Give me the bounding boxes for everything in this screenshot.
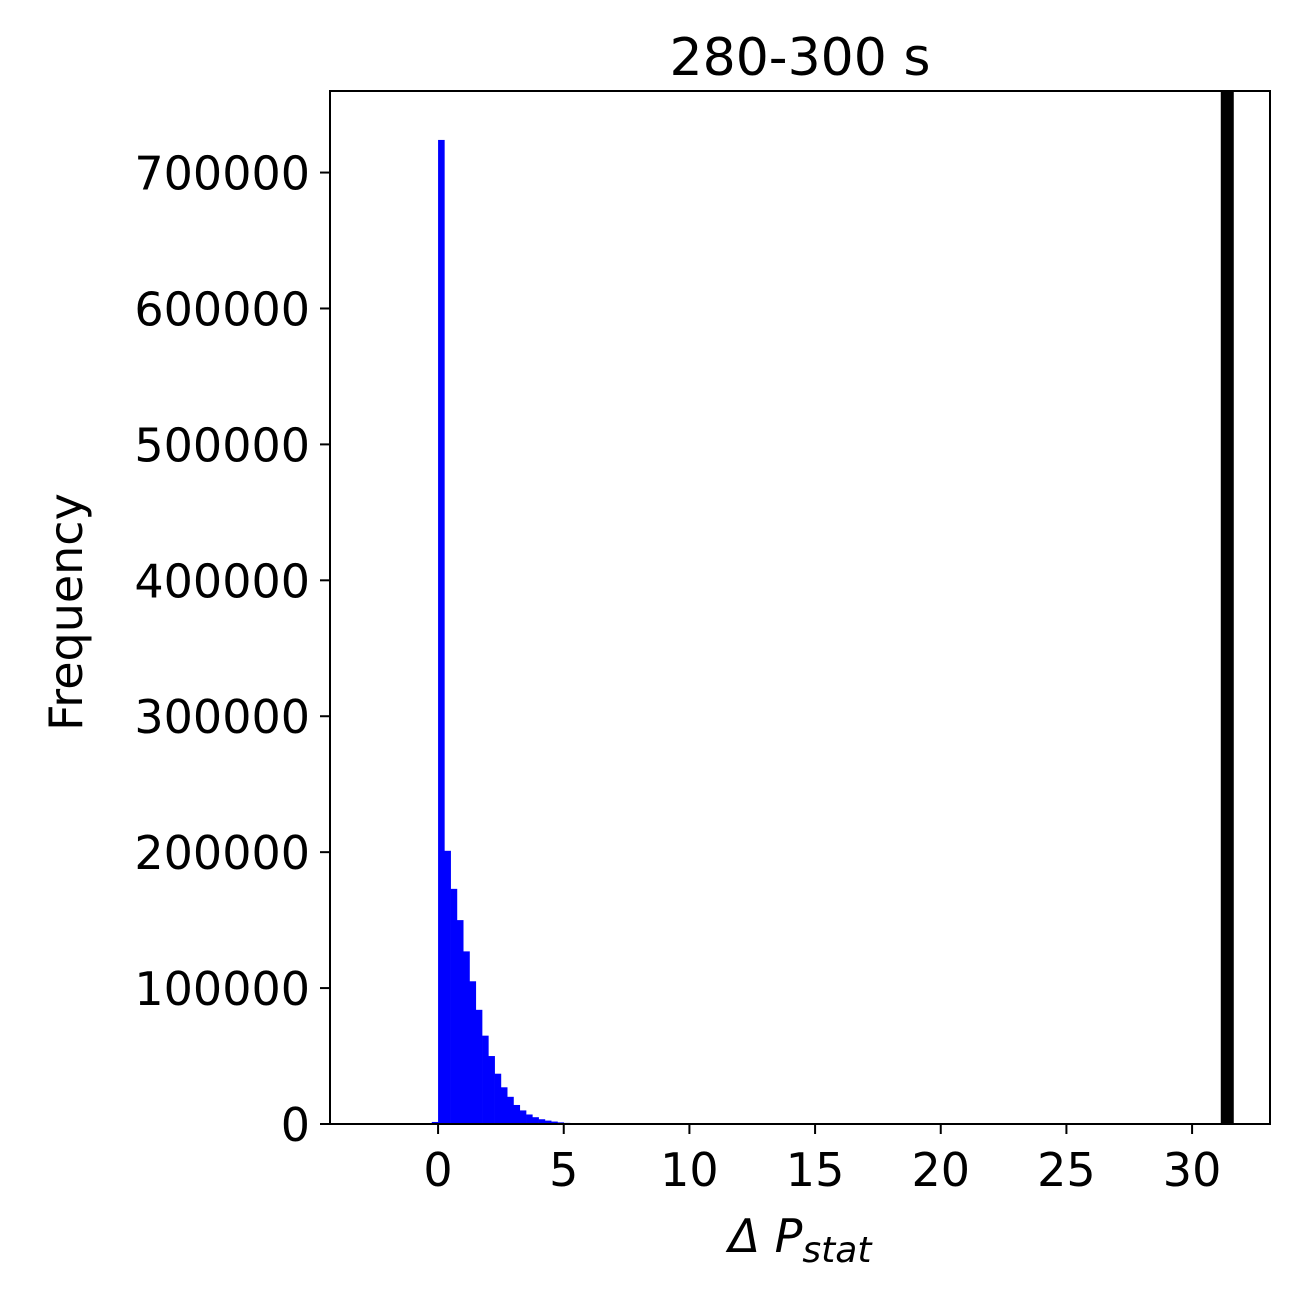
y-tick-label: 600000: [134, 282, 310, 336]
x-axis-label: Δ Pstat: [726, 1209, 874, 1271]
y-axis-label: Frequency: [39, 493, 93, 731]
histogram-bar: [519, 1110, 527, 1124]
histogram-bar: [544, 1120, 552, 1124]
histogram-bar: [494, 1073, 502, 1124]
y-tick-label: 500000: [134, 418, 310, 472]
y-tick-label: 700000: [134, 147, 310, 201]
histogram-bar: [551, 1121, 558, 1124]
histogram-bar: [450, 888, 458, 1124]
x-tick-label: 5: [549, 1143, 578, 1197]
y-tick-label: 300000: [134, 690, 310, 744]
x-tick-label: 25: [1037, 1143, 1096, 1197]
x-axis-label-main: Δ P: [726, 1209, 803, 1263]
y-axis-ticks: 0 100000 200000 300000 400000 500000 600000 700…: [134, 147, 330, 1152]
y-tick-label: 100000: [134, 962, 310, 1016]
histogram-bar: [500, 1087, 508, 1124]
histogram-bar: [532, 1117, 539, 1124]
x-tick-label: 10: [660, 1143, 719, 1197]
histogram-bar: [507, 1096, 514, 1124]
x-axis-ticks: 0 5 10 15 20 25 30: [423, 1124, 1221, 1197]
x-tick-label: 0: [423, 1143, 452, 1197]
histogram-bar: [444, 850, 451, 1124]
histogram-bar: [475, 1009, 483, 1124]
histogram-bar: [526, 1114, 533, 1124]
histogram-bar: [463, 951, 470, 1124]
histogram-bar: [438, 139, 445, 1124]
x-tick-label: 15: [786, 1143, 845, 1197]
histogram-bar: [488, 1056, 495, 1124]
y-tick-label: 400000: [134, 554, 310, 608]
histogram-bar: [456, 920, 464, 1124]
histogram-bar: [482, 1035, 489, 1124]
histogram-bar: [431, 1121, 439, 1124]
y-tick-label: 200000: [134, 826, 310, 880]
y-tick-label: 0: [281, 1098, 310, 1152]
histogram-bars: [431, 139, 577, 1124]
x-axis-label-subscript: stat: [802, 1230, 873, 1271]
histogram-bar: [469, 981, 477, 1124]
histogram-bar: [513, 1104, 521, 1124]
x-tick-label: 30: [1163, 1143, 1222, 1197]
histogram-bar: [538, 1119, 546, 1124]
chart-title: 280-300 s: [670, 28, 931, 88]
plot-frame: [329, 90, 1271, 1125]
x-tick-label: 20: [911, 1143, 970, 1197]
